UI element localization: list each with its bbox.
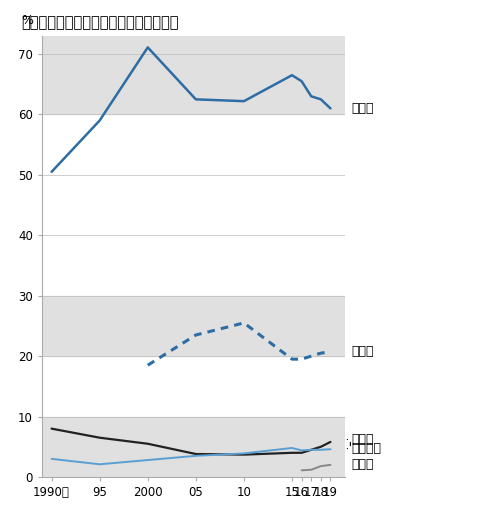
Text: ユーロ: ユーロ bbox=[351, 345, 373, 358]
Text: 英ポンド: 英ポンド bbox=[351, 442, 381, 455]
Text: 日本円: 日本円 bbox=[351, 433, 373, 446]
Text: %: % bbox=[21, 14, 33, 27]
Bar bbox=[42, 416, 345, 477]
Bar bbox=[42, 36, 345, 115]
Text: 人民元: 人民元 bbox=[351, 458, 373, 471]
Bar bbox=[42, 296, 345, 356]
Text: 中央銀行の外貨準備における通貨シェア: 中央銀行の外貨準備における通貨シェア bbox=[21, 15, 178, 30]
Text: 米ドル: 米ドル bbox=[351, 102, 373, 115]
